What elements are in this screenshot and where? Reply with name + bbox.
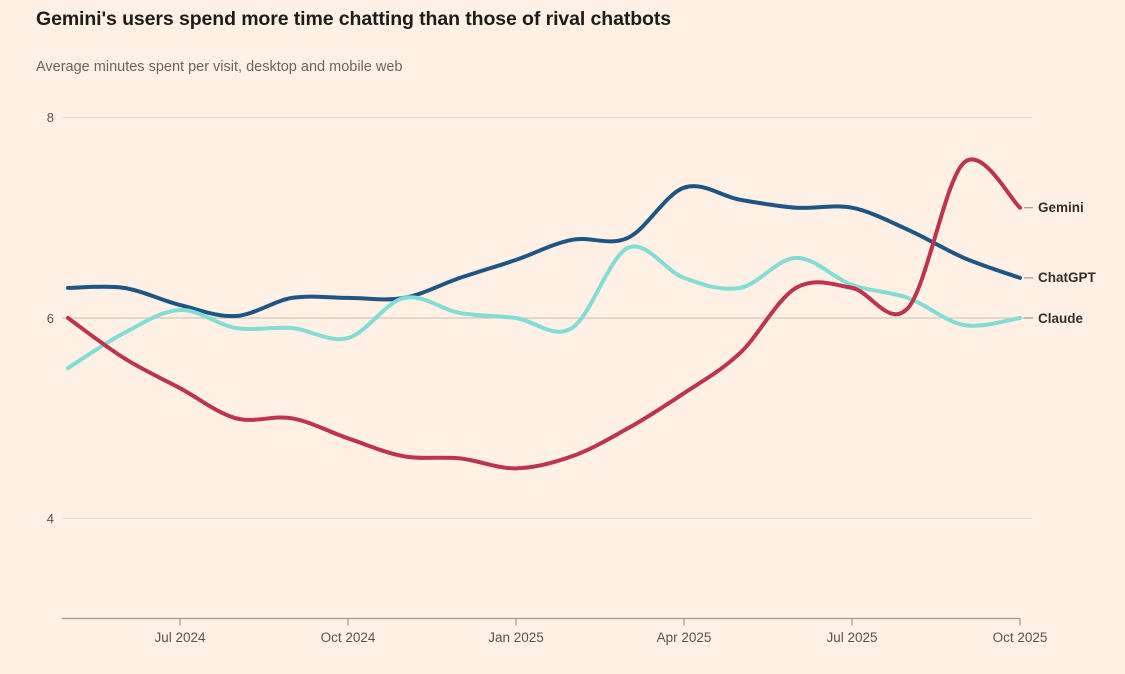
series-line-chatgpt <box>66 184 1022 319</box>
series-line-gemini <box>66 157 1022 471</box>
chart-title: Gemini's users spend more time chatting … <box>36 8 671 30</box>
series-line-claude <box>66 244 1022 371</box>
chart-subtitle: Average minutes spent per visit, desktop… <box>36 59 403 75</box>
